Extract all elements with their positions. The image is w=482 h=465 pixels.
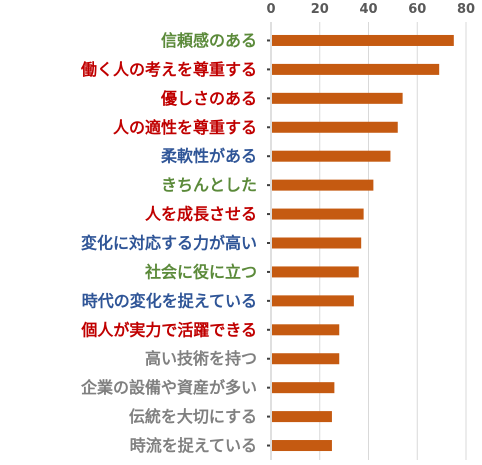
- category-tick-mark: [267, 386, 270, 389]
- bar: [272, 150, 391, 162]
- x-tick-label: 20: [311, 2, 329, 17]
- category-label: 企業の設備や資産が多い: [80, 378, 257, 397]
- category-tick-mark: [267, 444, 270, 447]
- category-label: 信頼感のある: [161, 31, 257, 50]
- bar: [272, 121, 398, 133]
- bars: [272, 34, 454, 452]
- x-tick-label: 0: [266, 2, 275, 17]
- category-tick-mark: [267, 97, 270, 100]
- category-tick-mark: [267, 270, 270, 273]
- category-label: 働く人の考えを尊重する: [80, 60, 257, 79]
- category-label: 人を成長させる: [145, 205, 257, 224]
- category-tick-mark: [267, 184, 270, 187]
- category-label: 時流を捉えている: [130, 436, 257, 455]
- category-tick-mark: [267, 357, 270, 360]
- bar: [272, 34, 454, 46]
- bar: [272, 411, 332, 423]
- bar: [272, 92, 403, 104]
- bar: [272, 208, 364, 220]
- category-label: 社会に役に立つ: [144, 262, 257, 281]
- category-label: 伝統を大切にする: [129, 407, 257, 426]
- category-tick-mark: [267, 39, 270, 42]
- bar: [272, 324, 340, 336]
- category-tick-mark: [267, 155, 270, 158]
- bar: [272, 440, 332, 452]
- category-tick-mark: [267, 328, 270, 331]
- category-tick-mark: [267, 68, 270, 71]
- category-tick-mark: [267, 242, 270, 244]
- bar: [272, 353, 340, 365]
- category-tick-mark: [267, 415, 270, 418]
- x-tick-label: 80: [457, 2, 475, 17]
- category-label: 高い技術を持つ: [145, 349, 257, 368]
- bar: [272, 295, 354, 307]
- category-label: 人の適性を尊重する: [113, 118, 257, 137]
- bar: [272, 63, 440, 75]
- bar: [272, 382, 335, 394]
- category-label: 個人が実力で活躍できる: [80, 320, 257, 339]
- category-tick-mark: [267, 126, 270, 129]
- category-tick-mark: [267, 299, 270, 302]
- y-axis-category-labels: 信頼感のある働く人の考えを尊重する優しさのある人の適性を尊重する柔軟性があるきち…: [80, 31, 270, 455]
- category-label: 時代の変化を捉えている: [82, 291, 257, 310]
- category-label: 柔軟性がある: [160, 147, 257, 166]
- x-tick-label: 40: [359, 2, 377, 17]
- x-tick-label: 60: [408, 2, 426, 17]
- category-label: 変化に対応する力が高い: [81, 234, 257, 253]
- bar: [272, 179, 374, 191]
- bar: [272, 266, 359, 278]
- bar: [272, 237, 362, 249]
- x-axis-tick-labels: 0 20 40 60 80: [266, 2, 475, 17]
- category-tick-mark: [267, 213, 270, 216]
- category-label: きちんとした: [161, 176, 257, 195]
- category-label: 優しさのある: [160, 89, 257, 108]
